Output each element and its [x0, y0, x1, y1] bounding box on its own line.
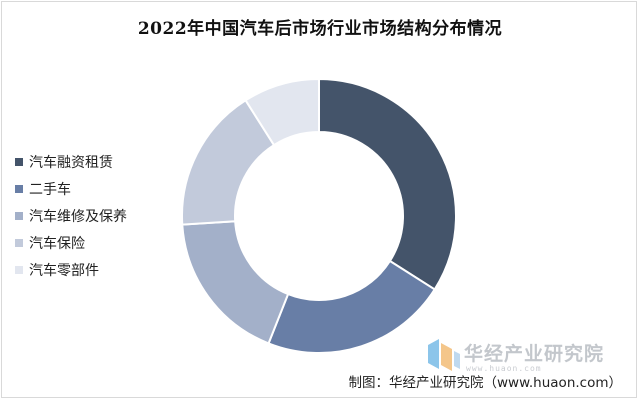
legend-item: 汽车零部件 — [15, 258, 127, 282]
legend-label: 二手车 — [29, 182, 71, 198]
legend-swatch — [15, 158, 23, 166]
legend-label: 汽车融资租赁 — [29, 155, 113, 171]
chart-title: 2022年中国汽车后市场行业市场结构分布情况 — [137, 19, 503, 39]
watermark-url: www.huaon.com — [466, 364, 542, 373]
source-note: 制图：华经产业研究院（www.huaon.com） — [348, 375, 623, 391]
legend-swatch — [15, 212, 23, 220]
legend-item: 汽车保险 — [15, 231, 127, 255]
donut-slice-1 — [318, 77, 457, 291]
legend-label: 汽车维修及保养 — [29, 209, 127, 225]
legend-swatch — [15, 239, 23, 247]
legend-label: 汽车零部件 — [29, 263, 99, 279]
donut-slice-2 — [267, 259, 437, 354]
donut-slice-5 — [244, 77, 320, 147]
watermark-name: 华经产业研究院 — [464, 343, 605, 365]
donut-slice-3 — [181, 220, 290, 345]
legend-item: 汽车维修及保养 — [15, 204, 127, 228]
legend-item: 汽车融资租赁 — [15, 150, 127, 174]
watermark-logo-icon — [428, 339, 460, 371]
chart-legend: 汽车融资租赁 二手车汽车维修及保养 汽车保险汽车零部件 — [15, 150, 127, 285]
legend-label: 汽车保险 — [29, 236, 85, 252]
legend-item: 二手车 — [15, 177, 127, 201]
legend-swatch — [15, 266, 23, 274]
legend-swatch — [15, 185, 23, 193]
